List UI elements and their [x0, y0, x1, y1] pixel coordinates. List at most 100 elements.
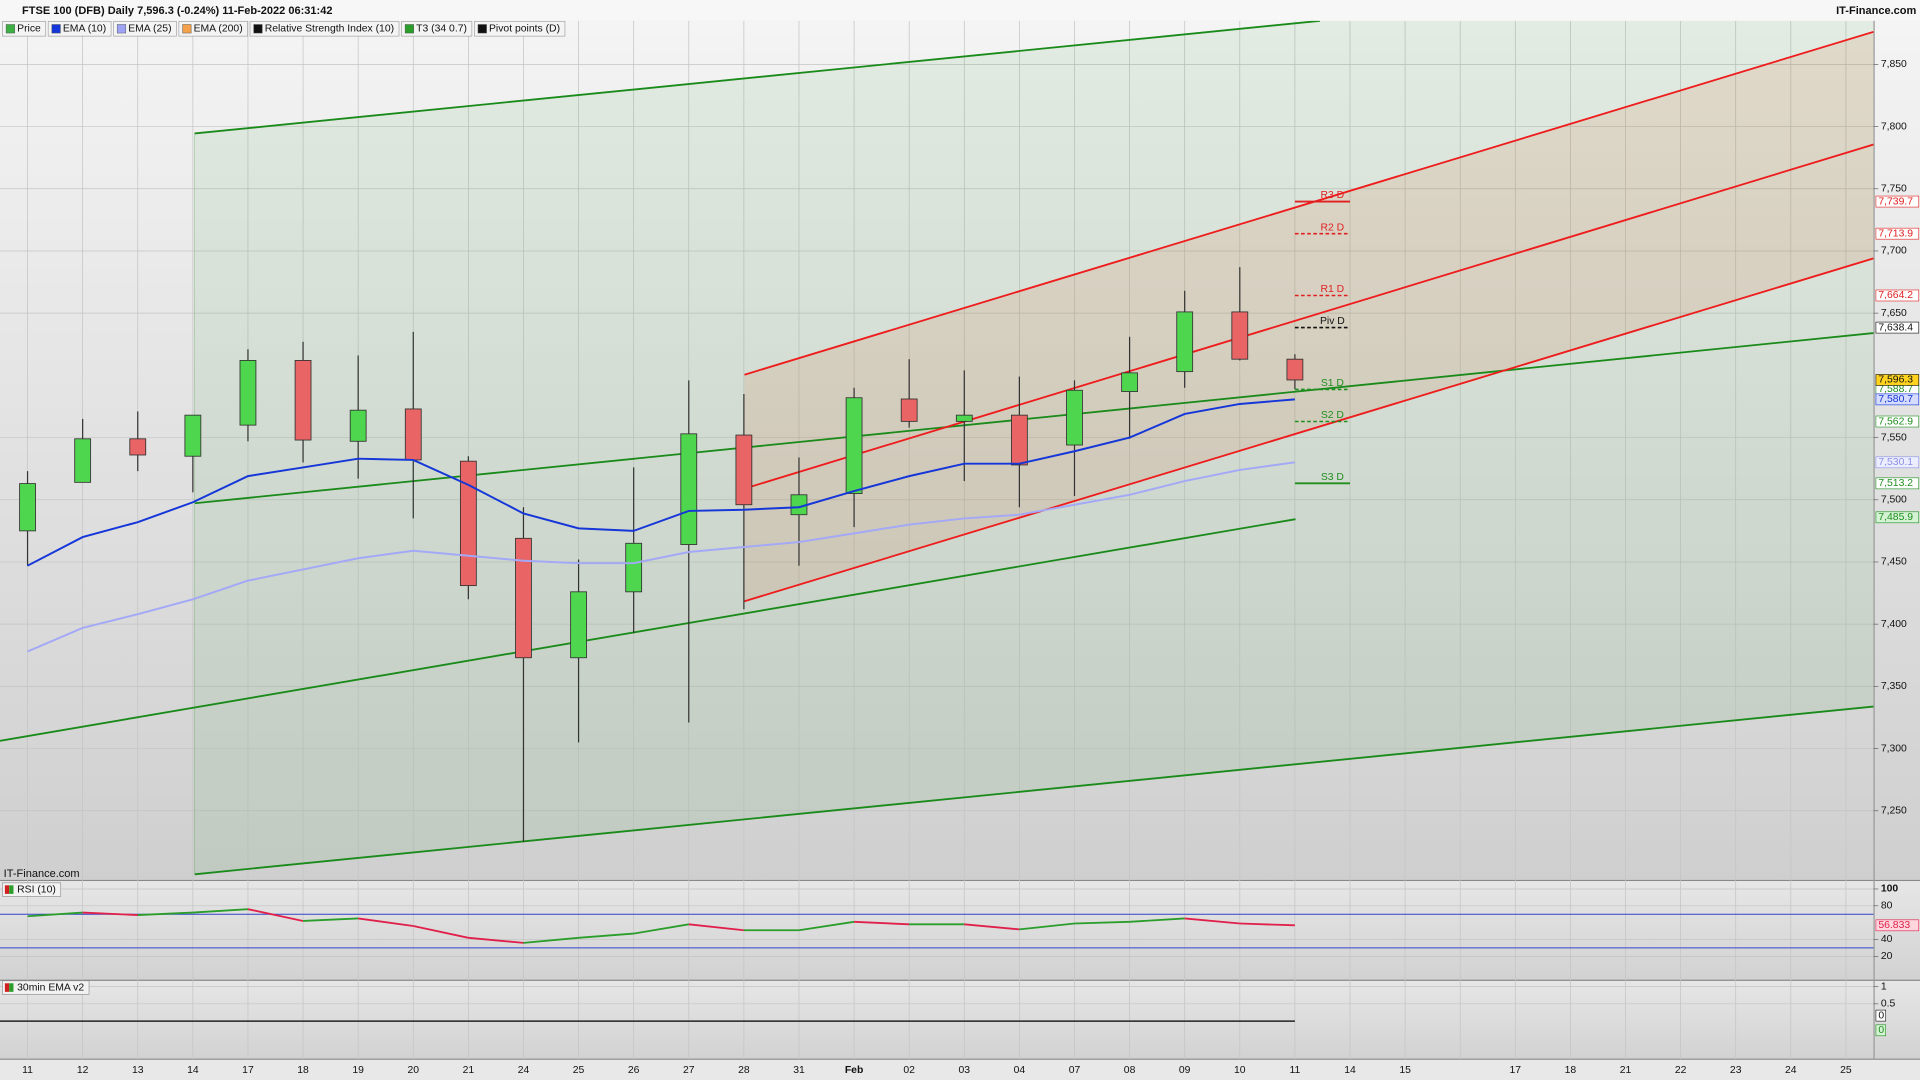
candle-body	[680, 433, 698, 545]
x-tick-label: 14	[1344, 1065, 1356, 1076]
pivot-label: R1 D	[1321, 284, 1345, 295]
pivot-label: S3 D	[1321, 472, 1344, 483]
x-tick-label: 24	[1785, 1065, 1797, 1076]
legend-item: EMA (200)	[178, 21, 248, 37]
panel-title: RSI (10)	[2, 882, 62, 897]
y-tick-label: 40	[1881, 934, 1893, 945]
y-tick-label: 7,800	[1881, 121, 1907, 132]
x-tick-label: 04	[1014, 1065, 1026, 1076]
rsi-segment	[82, 911, 138, 916]
price-marker-label: 7,638.4	[1878, 322, 1913, 333]
rsi-segment	[688, 923, 744, 932]
legend-box	[474, 21, 566, 37]
legend-swatch	[182, 24, 192, 34]
rsi-segment	[247, 908, 304, 922]
watermark: IT-Finance.com	[4, 868, 80, 880]
price-marker-label: 7,513.2	[1878, 478, 1913, 489]
legend-swatch	[253, 24, 263, 34]
legend: Price EMA (10) EMA (25) EMA (200) Relative S…	[2, 21, 566, 37]
price-marker-label: 7,580.7	[1878, 394, 1913, 405]
y-tick-label: 7,450	[1881, 557, 1907, 568]
x-tick-label: 22	[1675, 1065, 1687, 1076]
price-marker-label: 7,530.1	[1878, 457, 1913, 468]
price-marker-box	[1875, 321, 1920, 334]
x-tick-label: 18	[297, 1065, 309, 1076]
x-tick-label: 25	[573, 1065, 585, 1076]
y-tick-label: 1	[1881, 981, 1887, 992]
panel-title-text: 30min EMA v2	[17, 982, 84, 993]
rsi-segment	[468, 936, 524, 944]
rsi-segment	[1184, 917, 1240, 925]
y-tick-label: 20	[1881, 951, 1893, 962]
x-tick-label: 20	[407, 1065, 419, 1076]
legend-swatch	[5, 24, 15, 34]
x-tick-label: 11	[1289, 1065, 1300, 1076]
header-bar	[0, 0, 1920, 21]
rsi-segment	[303, 917, 359, 922]
x-tick-label: 19	[352, 1065, 364, 1076]
price-marker-label: 7,664.2	[1878, 290, 1913, 301]
trend-line	[744, 143, 1874, 490]
panel-title-box	[2, 980, 90, 995]
legend-box	[401, 21, 473, 37]
x-tick-label: 10	[1234, 1065, 1246, 1076]
price-marker-label: 7,713.9	[1878, 228, 1913, 239]
candle-body	[1066, 389, 1083, 446]
candle-body	[1121, 372, 1138, 392]
legend-label: EMA (10)	[63, 24, 106, 35]
y-tick-label: 7,650	[1881, 308, 1907, 319]
x-tick-label: 21	[463, 1065, 475, 1076]
price-marker-box	[1875, 289, 1920, 302]
x-axis-strip	[0, 1059, 1920, 1080]
x-tick-label: 26	[628, 1065, 640, 1076]
trend-line	[194, 20, 1321, 135]
value-marker-label: 0	[1878, 1010, 1884, 1021]
trend-line	[0, 518, 1296, 742]
legend-box	[249, 21, 400, 37]
y-tick-label: 7,400	[1881, 619, 1907, 630]
price-marker-label: 7,739.7	[1878, 196, 1913, 207]
legend-item: EMA (10)	[47, 21, 112, 37]
candle-body	[1286, 358, 1304, 381]
y-tick-label: 80	[1881, 901, 1893, 912]
value-marker-box	[1875, 1024, 1887, 1037]
legend-item: T3 (34 0.7)	[401, 21, 473, 37]
y-tick-label: 7,750	[1881, 184, 1907, 195]
green-channel-fill	[194, 20, 1874, 875]
x-tick-label: 13	[132, 1065, 144, 1076]
legend-swatch	[477, 24, 487, 34]
candle-body	[570, 591, 587, 659]
legend-swatch	[51, 24, 61, 34]
y-tick-label: 7,500	[1881, 495, 1907, 506]
legend-box	[113, 21, 177, 37]
x-tick-label: 14	[187, 1065, 199, 1076]
pivot-label: Piv D	[1320, 316, 1345, 327]
pivot-label: S2 D	[1321, 410, 1344, 421]
panel-title-icon	[4, 983, 10, 992]
legend-label: Pivot points (D)	[489, 24, 560, 35]
price-marker-box	[1875, 919, 1920, 932]
pivot-label: R2 D	[1321, 222, 1345, 233]
x-tick-label: 11	[22, 1065, 33, 1076]
ema-line	[27, 461, 1296, 653]
x-tick-label: 12	[77, 1065, 89, 1076]
x-tick-label: 15	[1399, 1065, 1411, 1076]
value-marker-label: 0	[1878, 1025, 1884, 1036]
panel-title-icon	[9, 885, 14, 894]
price-marker-label: 7,485.9	[1878, 512, 1913, 523]
rsi-segment	[192, 908, 249, 914]
x-tick-label: 28	[738, 1065, 750, 1076]
candle-body	[294, 360, 312, 441]
x-tick-label: Feb	[845, 1065, 863, 1076]
trend-line	[194, 705, 1874, 876]
rsi-segment	[358, 917, 414, 927]
price-marker-label: 7,562.9	[1878, 416, 1913, 427]
y-tick-label: 100	[1881, 884, 1899, 895]
rsi-segment	[1239, 922, 1295, 927]
legend-item: EMA (25)	[113, 21, 177, 37]
y-tick-label: 7,550	[1881, 432, 1907, 443]
x-tick-label: 07	[1069, 1065, 1081, 1076]
panel-title-box	[2, 882, 62, 897]
